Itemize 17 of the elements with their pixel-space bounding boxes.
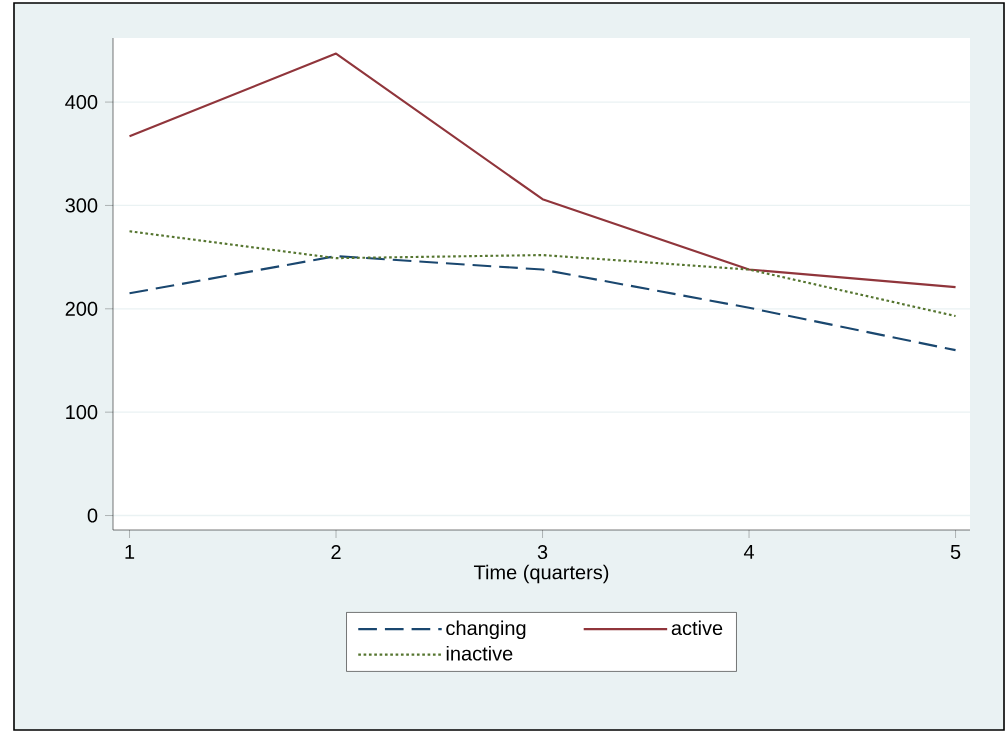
x-tick-label: 3 (537, 544, 548, 560)
x-tick-label: 1 (125, 544, 135, 559)
y-tick-label: 400 (65, 95, 98, 110)
x-axis-title: Time (quarters) (473, 564, 609, 584)
x-tick-label: 2 (331, 544, 341, 559)
y-tick-label: 200 (65, 301, 98, 316)
x-tick-label: 4 (743, 544, 755, 559)
y-tick-label: 300 (65, 198, 98, 213)
line-series (128, 230, 957, 318)
y-tick-label: 0 (87, 508, 98, 523)
y-tick-label: 100 (66, 405, 98, 420)
legend-label: inactive (446, 645, 513, 661)
line-series (128, 52, 957, 289)
legend-label: active (671, 620, 723, 636)
line-series (128, 255, 957, 352)
x-tick-label: 5 (950, 544, 961, 559)
legend-label: changing (446, 620, 526, 640)
